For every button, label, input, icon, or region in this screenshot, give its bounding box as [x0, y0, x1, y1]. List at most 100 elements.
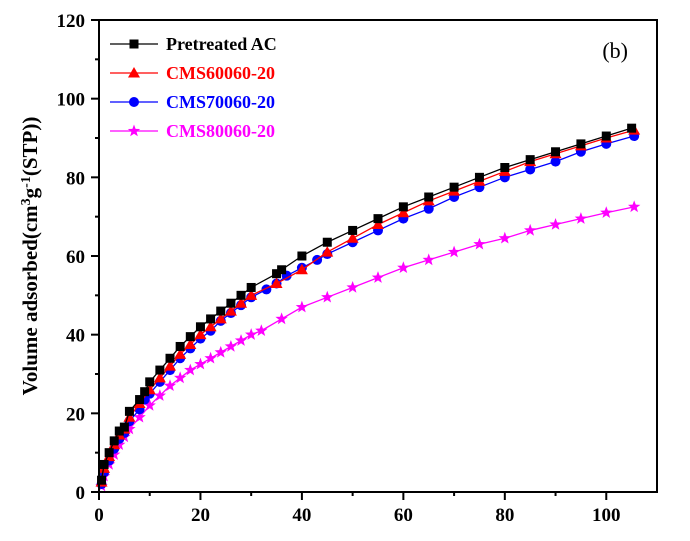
y-tick-label: 40 — [66, 326, 85, 347]
series-2-point — [235, 297, 248, 308]
legend-marker — [129, 39, 139, 49]
panel-label: (b) — [602, 38, 628, 63]
series-4-point — [473, 237, 486, 250]
series-4-point — [204, 351, 217, 364]
series-4-point — [153, 389, 167, 401]
series-1-point — [373, 214, 383, 224]
series-3-line — [100, 135, 635, 485]
legend-entry-1: Pretreated AC — [110, 34, 277, 54]
series-4-point — [143, 398, 156, 411]
series-4-point — [214, 345, 227, 358]
series-4-point — [627, 200, 641, 213]
series-2 — [95, 124, 641, 487]
y-axis-title-part: g — [18, 187, 42, 198]
legend-label: Pretreated AC — [166, 34, 277, 54]
series-4-point — [549, 218, 562, 230]
series-4-point — [108, 448, 121, 460]
series-2-point — [174, 348, 187, 359]
series-2-point — [194, 328, 207, 340]
series-2-point — [153, 371, 166, 383]
series-1-point — [195, 322, 205, 332]
series-1-point — [297, 251, 307, 261]
series-2-point — [184, 338, 197, 349]
series-4-point — [600, 206, 613, 218]
series-1-point — [424, 192, 434, 202]
series-1-point — [226, 298, 236, 308]
y-tick-label: 120 — [57, 11, 86, 32]
y-tick-label: 80 — [66, 168, 85, 189]
x-tick-label: 0 — [94, 505, 104, 526]
series-1-point — [206, 314, 216, 324]
series-1-point — [272, 269, 282, 279]
y-tick-label: 20 — [66, 404, 85, 425]
series-1-point — [145, 377, 155, 387]
series-1-point — [165, 353, 175, 363]
axes: 0 20 40 60 80 100 0 20 40 60 80 100 120 — [57, 11, 658, 526]
series-1-point — [449, 182, 459, 192]
series-1-point — [175, 341, 185, 351]
series-4-point — [397, 261, 410, 274]
y-axis-title-superscript: 3 — [19, 198, 34, 205]
series-1-point — [185, 332, 195, 342]
series-1-point — [277, 265, 287, 275]
legend-label: CMS80060-20 — [166, 121, 275, 141]
legend-marker — [127, 124, 141, 137]
series-1-point — [114, 426, 124, 436]
series-1-point — [348, 225, 358, 235]
series-1-point — [119, 422, 129, 432]
series-1-point — [109, 436, 119, 446]
series-1-point — [398, 202, 408, 212]
legend-entry-2: CMS60060-20 — [110, 63, 275, 83]
series-1-point — [627, 123, 637, 133]
series-2-point — [295, 263, 308, 275]
series-4-point — [224, 339, 238, 352]
legend-entry-4: CMS80060-20 — [110, 121, 275, 141]
series-2-line — [100, 129, 635, 483]
series-4-point — [133, 410, 146, 423]
y-tick-label: 0 — [76, 483, 86, 504]
series-4-point — [422, 253, 435, 266]
series-3-point — [423, 203, 434, 214]
series-1-point — [246, 282, 256, 292]
y-axis-title-part: (STP)) — [18, 117, 42, 177]
series-1-point — [140, 387, 150, 397]
series-4-point — [234, 334, 248, 346]
series-1-line — [100, 127, 632, 481]
series-2-point — [224, 305, 237, 316]
series-2-point — [214, 312, 227, 324]
series-4-point — [524, 223, 537, 236]
series-4-point — [184, 363, 197, 376]
x-tick-label: 20 — [191, 505, 210, 526]
legend-marker — [128, 67, 140, 78]
series-2-point — [245, 289, 258, 300]
series-4-point — [574, 212, 588, 224]
plot-frame — [98, 19, 658, 493]
series-1-point — [601, 131, 611, 141]
x-tick-label: 40 — [292, 505, 311, 526]
series-3 — [96, 131, 640, 490]
series-4-point — [321, 290, 334, 303]
series-1-point — [99, 459, 109, 469]
x-tick-label: 80 — [495, 505, 514, 526]
series-1-point — [551, 147, 561, 157]
legend-marker — [129, 97, 139, 107]
series-1-point — [576, 139, 586, 149]
series-4-point — [245, 328, 258, 340]
legend-label: CMS60060-20 — [166, 63, 275, 83]
series-2-point — [372, 218, 384, 230]
series-2-point — [346, 232, 359, 243]
series-1-point — [155, 365, 165, 375]
series-3-point — [550, 156, 561, 167]
series-1-point — [124, 406, 134, 416]
series-1-point — [500, 163, 510, 172]
series-1 — [97, 123, 637, 485]
series-3-point — [525, 164, 536, 175]
series-2-point — [321, 246, 334, 257]
series-4-point — [123, 422, 136, 435]
series-4-point — [173, 371, 187, 384]
x-tick-label: 60 — [394, 505, 413, 526]
series-4-point — [447, 245, 461, 258]
y-tick-label: 60 — [66, 247, 85, 268]
series-1-point — [474, 172, 484, 182]
